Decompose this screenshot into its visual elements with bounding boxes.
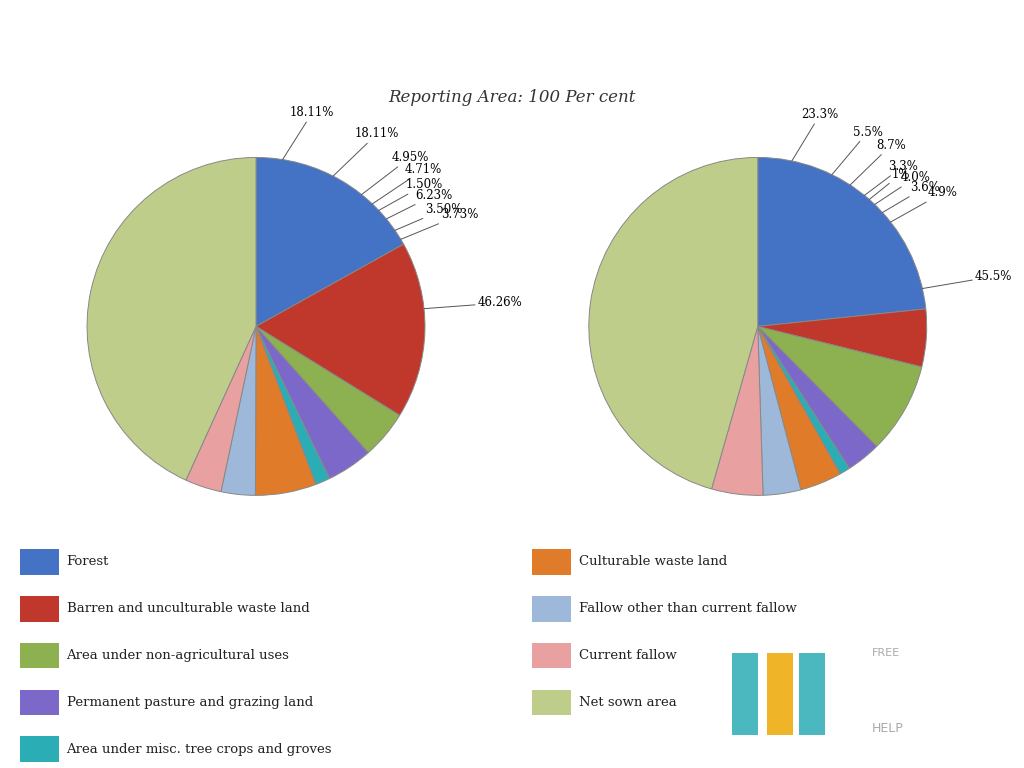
Wedge shape [758,326,922,446]
Text: 4.71%: 4.71% [373,163,442,204]
Wedge shape [256,157,403,326]
Wedge shape [256,326,330,485]
Bar [732,653,759,736]
Text: 4.0%: 4.0% [874,171,931,204]
Text: 4.9%: 4.9% [891,187,957,222]
Wedge shape [256,326,399,452]
Wedge shape [712,326,763,495]
Bar [20,643,59,668]
Wedge shape [256,244,425,415]
Bar [20,737,59,762]
Text: Area under misc. tree crops and groves: Area under misc. tree crops and groves [67,743,332,756]
Bar [532,596,571,621]
Text: General land use categories–2014–15: General land use categories–2014–15 [514,31,920,49]
Text: 3.6%: 3.6% [883,181,940,213]
Wedge shape [758,326,849,474]
Text: Permanent pasture and grazing land: Permanent pasture and grazing land [67,696,312,709]
Text: 4.95%: 4.95% [361,151,429,194]
Bar [726,735,831,742]
Text: HOMEWORK: HOMEWORK [872,683,977,698]
Wedge shape [186,326,256,492]
Wedge shape [758,326,841,490]
Text: Barren and unculturable waste land: Barren and unculturable waste land [67,602,309,615]
Text: 6.23%: 6.23% [386,189,453,219]
Text: Area under non-agricultural uses: Area under non-agricultural uses [67,649,290,662]
Bar [767,653,794,736]
Bar [532,690,571,715]
Wedge shape [758,157,926,326]
Bar [532,549,571,574]
Text: Current fallow: Current fallow [579,649,676,662]
Text: General land use categories–1960–61: General land use categories–1960–61 [43,31,449,49]
Text: 46.26%: 46.26% [424,296,522,310]
Text: Culturable waste land: Culturable waste land [579,555,727,568]
Text: 8.7%: 8.7% [850,139,906,185]
Text: 18.11%: 18.11% [283,106,335,160]
Wedge shape [256,326,369,478]
Bar [20,596,59,621]
Wedge shape [758,326,801,495]
Text: HELP: HELP [872,722,904,734]
Text: 3.73%: 3.73% [400,208,478,240]
Text: Reporting Area: 100 Per cent: Reporting Area: 100 Per cent [388,89,636,107]
Text: 3.50%: 3.50% [395,203,463,230]
Bar [532,643,571,668]
Text: 23.3%: 23.3% [792,108,839,161]
Wedge shape [589,157,758,489]
Text: 5.5%: 5.5% [831,126,883,174]
Text: FREE: FREE [872,647,900,658]
Text: 1.50%: 1.50% [379,178,443,210]
Bar [20,549,59,574]
Text: 1%: 1% [869,167,910,200]
Text: 3.3%: 3.3% [864,160,918,195]
Text: Net sown area: Net sown area [579,696,676,709]
Wedge shape [87,157,256,480]
Text: 45.5%: 45.5% [923,270,1013,289]
Wedge shape [758,309,927,367]
Text: Fallow other than current fallow: Fallow other than current fallow [579,602,797,615]
Text: Forest: Forest [67,555,109,568]
Wedge shape [255,326,315,495]
Bar [20,690,59,715]
Wedge shape [221,326,256,495]
Text: 18.11%: 18.11% [333,127,399,176]
Bar [799,653,825,736]
Wedge shape [758,326,877,468]
